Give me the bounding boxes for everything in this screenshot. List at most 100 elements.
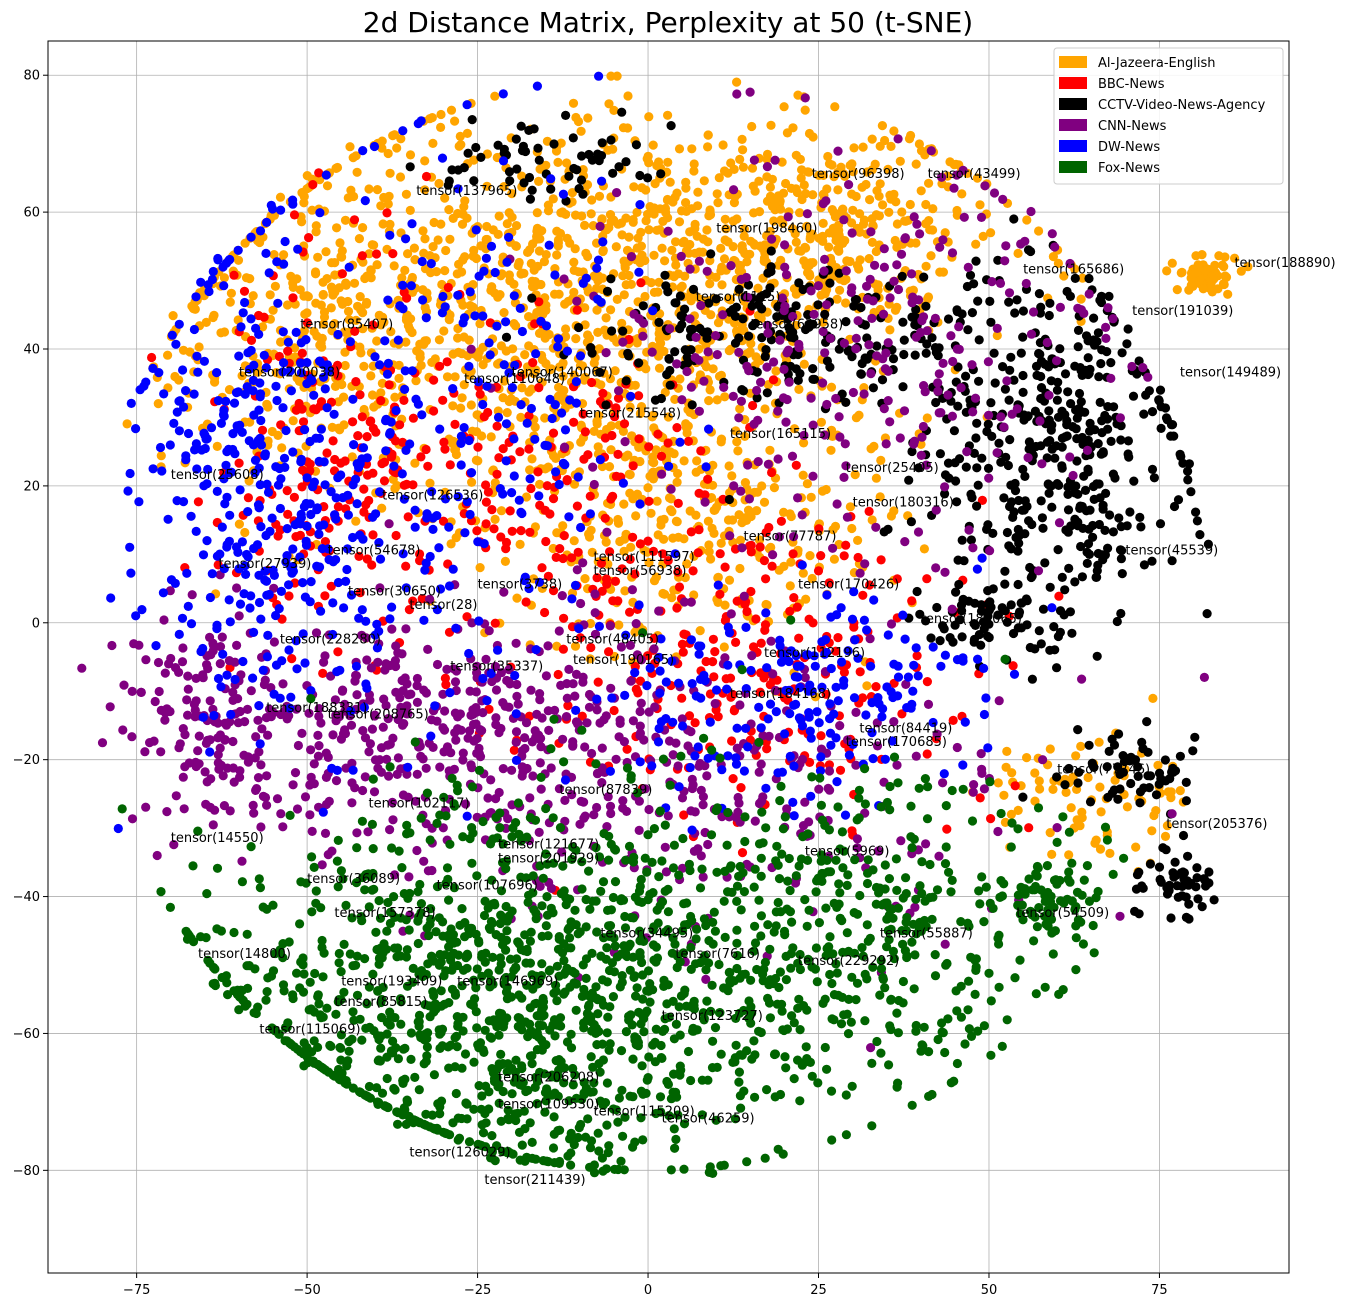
scatter-point [993, 826, 1003, 837]
scatter-point [741, 272, 752, 283]
scatter-point [816, 417, 827, 427]
scatter-point [1123, 324, 1133, 334]
scatter-point [651, 445, 661, 455]
scatter-point [234, 611, 244, 621]
scatter-point [446, 539, 456, 549]
scatter-point [1092, 651, 1102, 661]
scatter-point [183, 671, 193, 681]
scatter-point [358, 726, 368, 736]
scatter-point [647, 347, 657, 357]
scatter-point [179, 804, 189, 814]
scatter-point [288, 544, 298, 554]
scatter-point [678, 647, 688, 657]
scatter-point [691, 510, 701, 520]
scatter-point [403, 512, 413, 522]
scatter-point [215, 659, 225, 669]
scatter-point [739, 231, 749, 241]
scatter-point [157, 466, 167, 476]
scatter-point [736, 396, 747, 406]
scatter-point [585, 491, 595, 501]
scatter-point [1004, 288, 1015, 298]
scatter-point [818, 378, 828, 388]
scatter-point [486, 432, 496, 442]
scatter-point [271, 381, 281, 391]
scatter-point [773, 454, 783, 464]
scatter-point [543, 641, 553, 651]
scatter-point [719, 382, 729, 392]
scatter-point [612, 294, 622, 304]
scatter-point [793, 493, 803, 503]
scatter-point [841, 298, 851, 308]
scatter-point [445, 310, 455, 320]
scatter-point [657, 469, 667, 479]
scatter-point [754, 207, 765, 217]
scatter-point [856, 369, 867, 379]
scatter-point [994, 696, 1004, 706]
scatter-point [354, 234, 364, 244]
scatter-point [496, 532, 506, 542]
scatter-point [215, 743, 225, 753]
scatter-point [217, 522, 227, 532]
scatter-point [957, 189, 967, 199]
scatter-point [235, 772, 245, 782]
scatter-point [679, 456, 689, 466]
scatter-point [379, 192, 389, 203]
scatter-point [471, 687, 481, 697]
scatter-point [1175, 751, 1185, 761]
scatter-point [676, 251, 686, 261]
scatter-point [395, 693, 405, 703]
scatter-point [140, 747, 150, 757]
scatter-point [1060, 432, 1070, 442]
scatter-point [389, 261, 399, 271]
scatter-point [656, 169, 666, 179]
scatter-point [645, 202, 655, 212]
scatter-point [1197, 902, 1207, 912]
scatter-point [333, 502, 343, 512]
scatter-point [1036, 371, 1046, 382]
scatter-point [131, 611, 141, 621]
scatter-point [787, 451, 798, 461]
scatter-point [351, 151, 361, 161]
scatter-point [260, 792, 271, 803]
scatter-point [644, 112, 654, 122]
scatter-point [718, 140, 728, 150]
scatter-point [1053, 377, 1063, 387]
scatter-point [752, 385, 762, 396]
scatter-point [839, 215, 849, 225]
scatter-point [1188, 746, 1198, 756]
scatter-point [1026, 206, 1036, 217]
scatter-point [1172, 285, 1182, 295]
scatter-point [976, 212, 987, 222]
scatter-point [689, 166, 699, 176]
scatter-point [288, 447, 298, 457]
scatter-point [747, 651, 757, 661]
scatter-point [170, 663, 181, 673]
scatter-point [209, 310, 219, 320]
scatter-point [606, 494, 616, 504]
scatter-point [233, 255, 244, 265]
scatter-point [580, 811, 590, 821]
scatter-point [246, 686, 256, 696]
scatter-point [798, 821, 809, 831]
scatter-point [1085, 418, 1095, 428]
scatter-point [271, 610, 281, 621]
scatter-point [468, 719, 479, 730]
scatter-point [307, 826, 317, 837]
scatter-point [1105, 848, 1115, 859]
scatter-point [262, 800, 272, 810]
scatter-point [451, 623, 461, 633]
scatter-point [457, 219, 468, 229]
scatter-point [562, 475, 572, 485]
scatter-point [311, 221, 321, 231]
scatter-point [668, 271, 678, 281]
scatter-point [581, 248, 591, 258]
scatter-point [230, 674, 240, 685]
scatter-point [1139, 560, 1149, 570]
scatter-point [1047, 502, 1057, 512]
scatter-point [602, 286, 613, 296]
scatter-point [822, 300, 832, 310]
scatter-point [715, 549, 725, 559]
scatter-point [823, 151, 833, 162]
scatter-point [1104, 746, 1114, 757]
scatter-point [886, 511, 897, 521]
